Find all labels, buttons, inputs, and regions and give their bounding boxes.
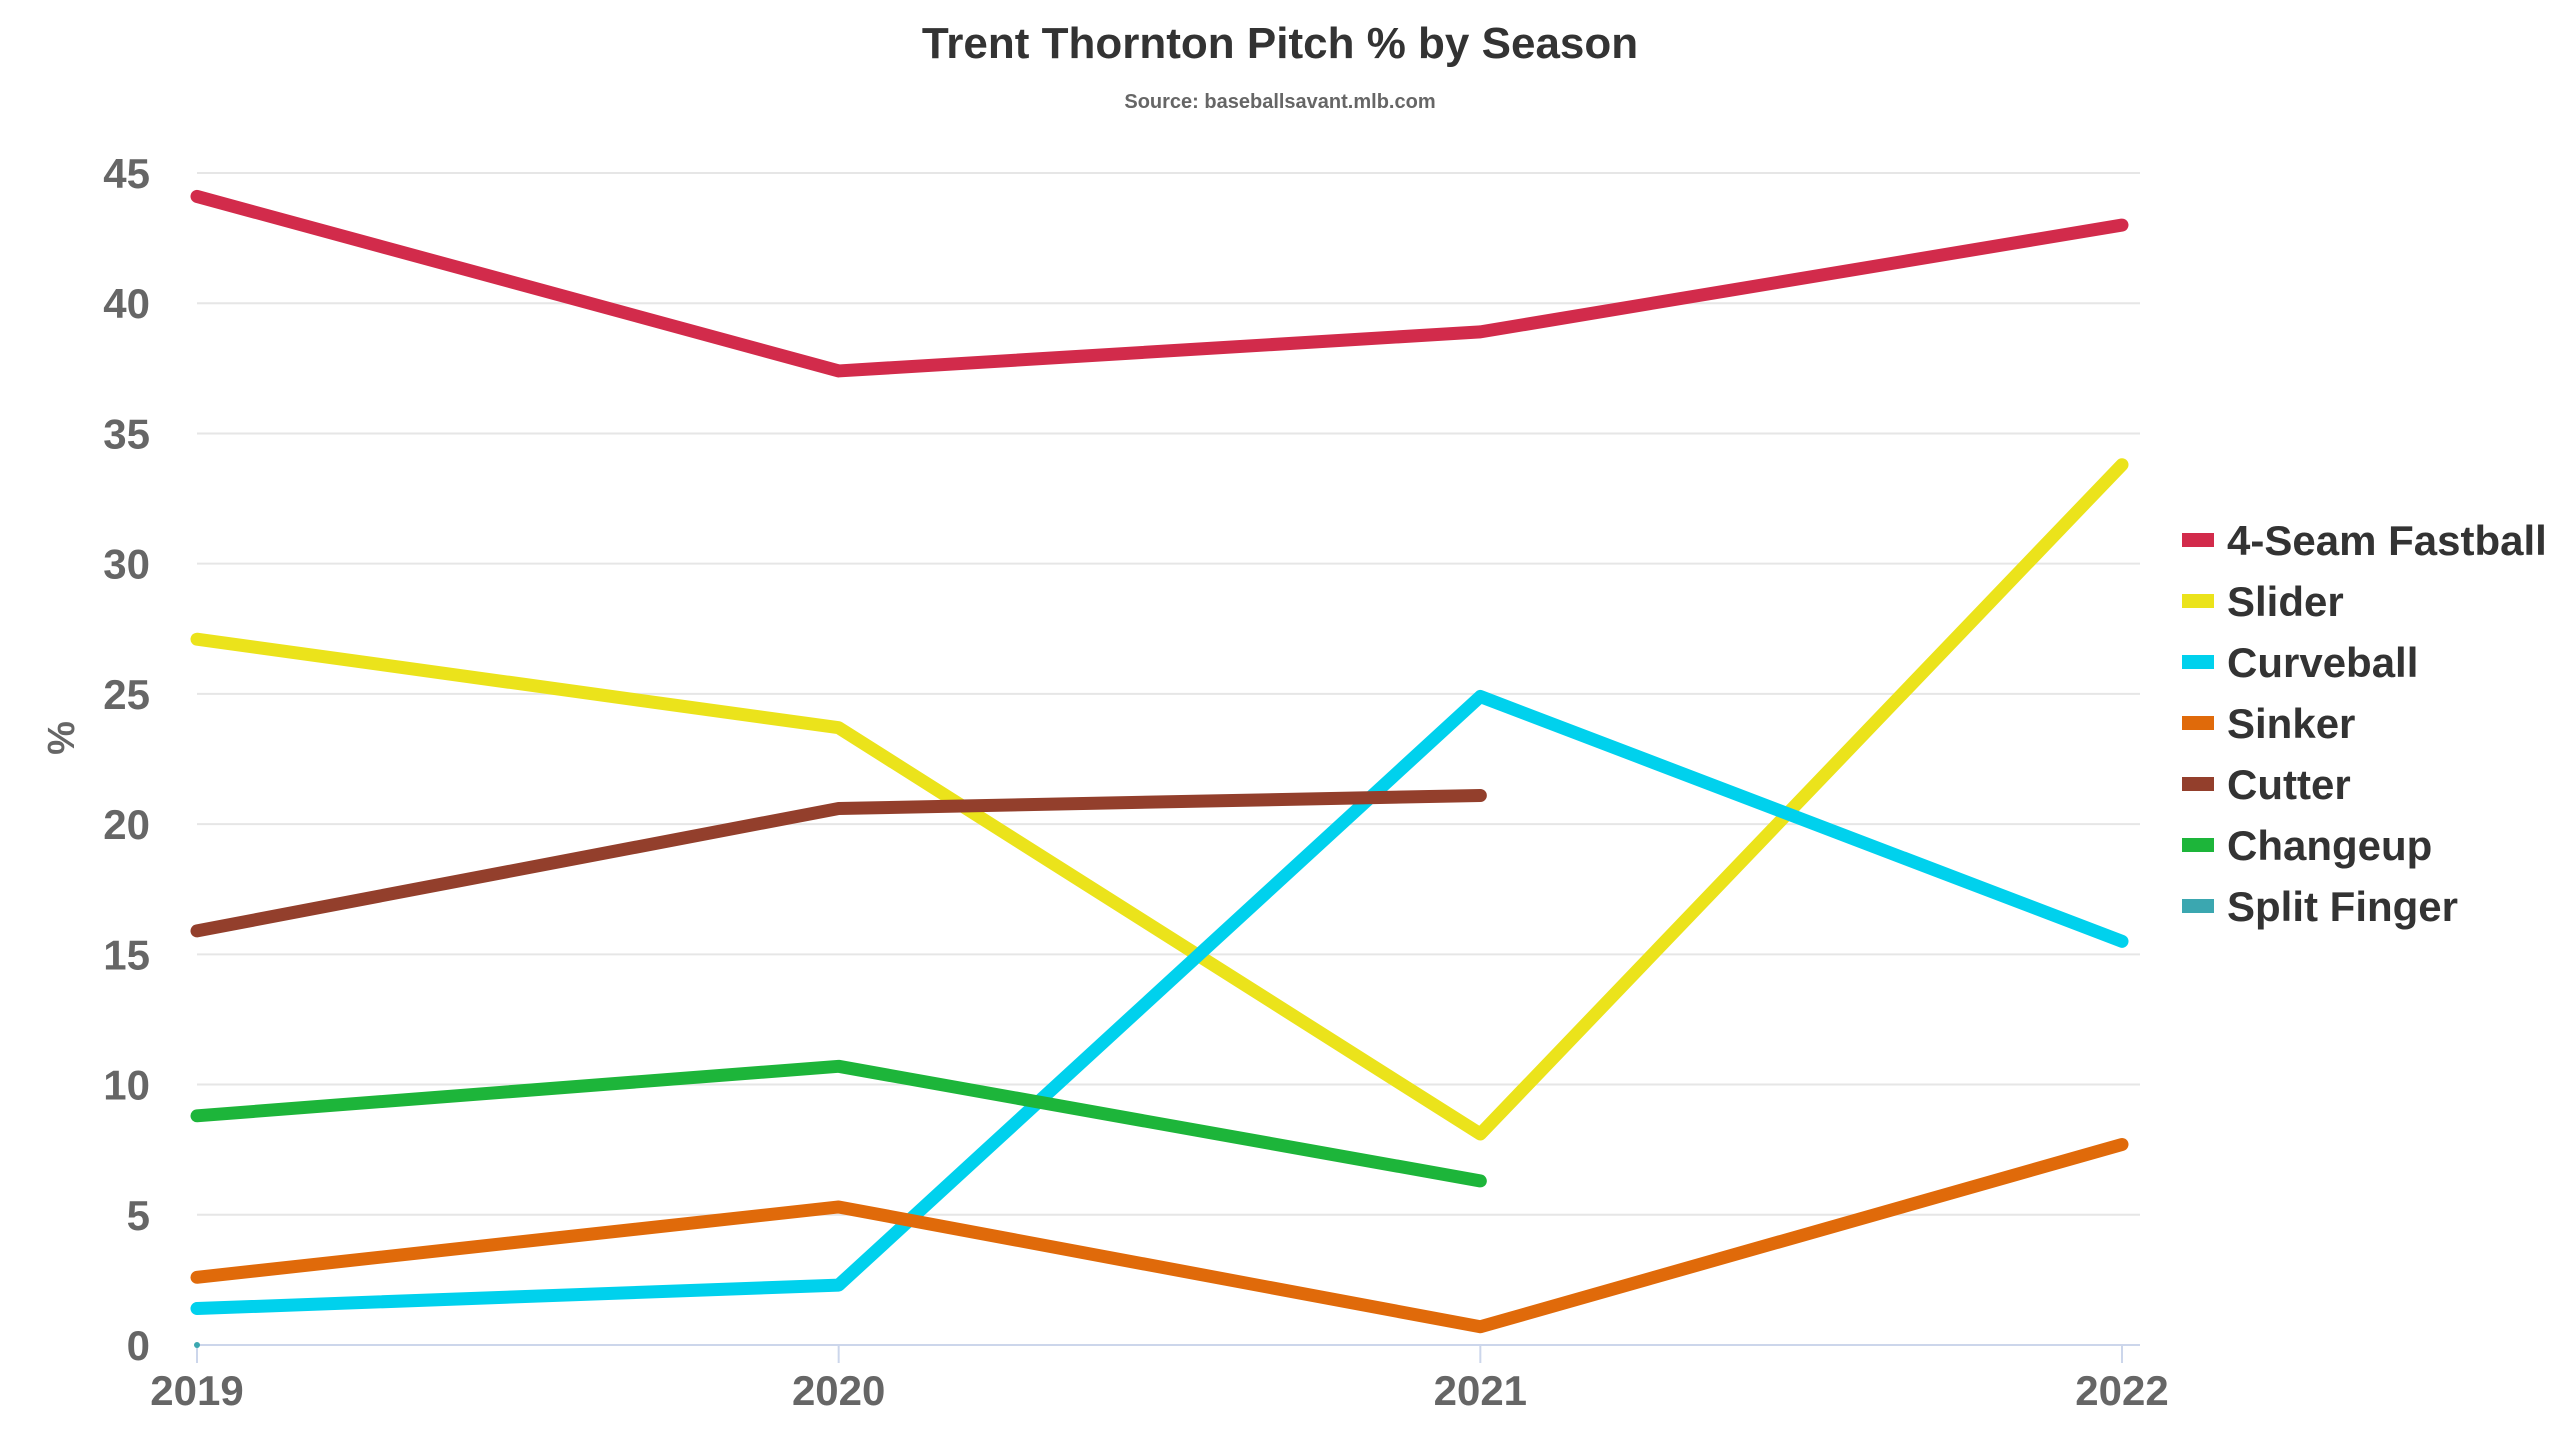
y-tick-label: 0	[127, 1322, 150, 1369]
x-tick-label: 2022	[2075, 1367, 2168, 1414]
y-tick-label: 15	[103, 931, 150, 978]
x-tick-label: 2021	[1434, 1367, 1527, 1414]
legend-swatch-changeup	[2182, 838, 2214, 852]
legend-swatch-sinker	[2182, 716, 2214, 730]
legend-swatch-slider	[2182, 594, 2214, 608]
y-tick-label: 45	[103, 150, 150, 197]
legend-swatch-split-finger	[2182, 899, 2214, 913]
legend-label-sinker: Sinker	[2227, 700, 2355, 747]
y-axis-ticks: 0 5 10 15 20 25 30 35 40 45	[103, 150, 150, 1369]
y-tick-label: 10	[103, 1062, 150, 1109]
chart-subtitle: Source: baseballsavant.mlb.com	[1124, 91, 1435, 113]
series-line-4-seam-fastball	[190, 189, 2129, 378]
y-tick-label: 40	[103, 280, 150, 327]
series-line-sinker	[190, 1137, 2129, 1334]
legend-label-changeup: Changeup	[2227, 822, 2432, 869]
series-line-slider	[190, 458, 2129, 1141]
y-tick-label: 30	[103, 541, 150, 588]
legend: 4-Seam Fastball Slider Curveball Sinker Cutt…	[2182, 517, 2547, 930]
gridlines	[197, 172, 2140, 1216]
legend-label-split-finger: Split Finger	[2227, 883, 2458, 930]
x-tick-label: 2020	[792, 1367, 885, 1414]
legend-label-curveball: Curveball	[2227, 639, 2418, 686]
x-tick-label: 2019	[150, 1367, 243, 1414]
legend-label-4-seam-fastball: 4-Seam Fastball	[2227, 517, 2547, 564]
x-axis: 2019 2020 2021 2022	[150, 1344, 2169, 1414]
series-line-changeup	[190, 1059, 1487, 1188]
series-lines	[190, 189, 2129, 1348]
series-line-curveball	[190, 689, 2129, 1316]
legend-swatch-curveball	[2182, 655, 2214, 669]
legend-swatch-cutter	[2182, 777, 2214, 791]
series-line-cutter	[190, 788, 1487, 938]
legend-swatch-4-seam-fastball	[2182, 533, 2214, 547]
y-axis-label: %	[41, 721, 83, 755]
series-point-split-finger	[194, 1342, 200, 1348]
y-tick-label: 20	[103, 801, 150, 848]
y-tick-label: 25	[103, 671, 150, 718]
y-tick-label: 35	[103, 410, 150, 457]
legend-label-slider: Slider	[2227, 578, 2344, 625]
legend-label-cutter: Cutter	[2227, 761, 2351, 808]
y-tick-label: 5	[127, 1192, 150, 1239]
chart-title: Trent Thornton Pitch % by Season	[922, 19, 1638, 68]
